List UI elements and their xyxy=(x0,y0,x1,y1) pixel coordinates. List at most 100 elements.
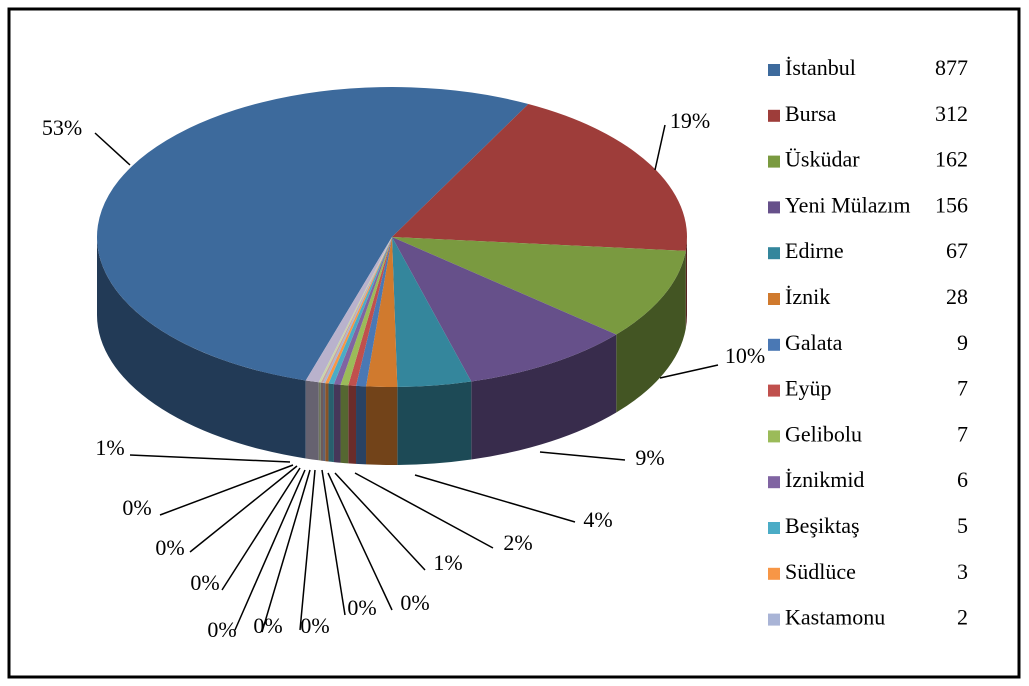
data-label: 0% xyxy=(122,495,151,520)
data-label: 1% xyxy=(95,435,124,460)
slice xyxy=(340,237,392,386)
leader-line xyxy=(189,465,298,553)
data-label: 0% xyxy=(207,617,236,642)
slice xyxy=(328,237,392,385)
slice xyxy=(392,237,686,335)
leader-line xyxy=(334,472,426,571)
slice xyxy=(318,237,392,383)
leader-line xyxy=(321,469,346,616)
legend-label: Beşiktaş xyxy=(785,513,860,538)
slice-side xyxy=(471,334,617,460)
legend-value: 7 xyxy=(957,376,968,401)
leader-line xyxy=(539,451,626,461)
legend-label: Kastamonu xyxy=(785,605,885,630)
legend-swatch xyxy=(768,155,780,168)
legend-swatch xyxy=(768,338,780,351)
legend-value: 162 xyxy=(935,147,968,172)
data-label: 0% xyxy=(190,570,219,595)
slice xyxy=(305,237,392,383)
slice-side xyxy=(333,384,341,463)
slice xyxy=(325,237,392,384)
legend-value: 28 xyxy=(946,284,968,309)
legend-value: 7 xyxy=(957,421,968,446)
legend-label: İznikmid xyxy=(785,467,864,492)
slice-side xyxy=(685,237,687,329)
legend-label: İstanbul xyxy=(785,55,856,80)
slice-side xyxy=(397,381,472,465)
slice xyxy=(356,237,392,387)
slice xyxy=(96,86,529,381)
data-label: 2% xyxy=(503,530,532,555)
slice xyxy=(392,237,617,382)
slice-side xyxy=(616,250,686,413)
leader-line xyxy=(159,464,294,516)
legend-label: İznik xyxy=(785,284,830,309)
slice xyxy=(392,237,472,387)
data-label: 4% xyxy=(583,507,612,532)
legend-value: 9 xyxy=(957,330,968,355)
leader-line xyxy=(221,467,301,591)
data-label: 0% xyxy=(300,613,329,638)
leader-line xyxy=(327,472,393,611)
leader-line xyxy=(129,454,291,463)
data-label: 0% xyxy=(347,595,376,620)
legend-label: Gelibolu xyxy=(785,421,862,446)
legend-label: Edirne xyxy=(785,238,844,263)
data-label: 0% xyxy=(155,535,184,560)
legend-label: Yeni Mülazım xyxy=(785,192,911,217)
legend-swatch xyxy=(768,613,780,626)
legend-swatch xyxy=(768,522,780,534)
legend-swatch xyxy=(768,476,780,489)
leader-line xyxy=(354,472,494,549)
legend-value: 877 xyxy=(935,55,968,80)
slice-side xyxy=(356,385,367,465)
slice xyxy=(366,237,398,388)
legend-swatch xyxy=(768,109,780,122)
slice xyxy=(392,103,687,251)
legend-value: 5 xyxy=(957,513,968,538)
data-label: 0% xyxy=(400,590,429,615)
legend-value: 67 xyxy=(946,238,968,263)
slice-side xyxy=(366,386,398,465)
slice xyxy=(323,237,392,384)
leader-line xyxy=(234,469,306,631)
legend-label: Südlüce xyxy=(785,559,856,584)
slice-side xyxy=(340,384,349,464)
legend-swatch xyxy=(768,384,780,397)
leader-line xyxy=(94,132,131,166)
leader-line xyxy=(654,124,666,171)
legend-value: 2 xyxy=(957,605,968,630)
data-label: 53% xyxy=(42,115,82,140)
legend-value: 6 xyxy=(957,467,968,492)
slice-side xyxy=(323,382,326,462)
slice-side xyxy=(305,380,319,461)
legend-label: Eyüp xyxy=(785,376,831,401)
data-label: 19% xyxy=(670,108,710,133)
legend-value: 156 xyxy=(935,192,968,217)
slice-side xyxy=(318,382,321,461)
leader-line xyxy=(659,364,719,379)
legend-value: 312 xyxy=(935,101,968,126)
slice xyxy=(320,237,392,383)
legend-label: Üsküdar xyxy=(785,147,860,172)
data-label: 9% xyxy=(635,445,664,470)
leader-line xyxy=(414,474,576,523)
data-label: 10% xyxy=(725,343,765,368)
legend-swatch xyxy=(768,430,780,443)
slice-side xyxy=(325,383,329,462)
slice xyxy=(333,237,392,385)
slice-side xyxy=(320,382,324,461)
data-label: 1% xyxy=(433,550,462,575)
slice-side xyxy=(97,237,306,459)
legend-swatch xyxy=(768,247,780,260)
legend-label: Bursa xyxy=(785,101,837,126)
legend-swatch xyxy=(768,201,780,214)
data-label: 0% xyxy=(253,613,282,638)
leader-line xyxy=(261,469,311,633)
slice xyxy=(348,237,392,386)
legend-swatch xyxy=(768,64,780,76)
legend-label: Galata xyxy=(785,330,843,355)
legend-swatch xyxy=(768,567,780,580)
slice-side xyxy=(348,385,357,464)
legend-value: 3 xyxy=(957,559,968,584)
